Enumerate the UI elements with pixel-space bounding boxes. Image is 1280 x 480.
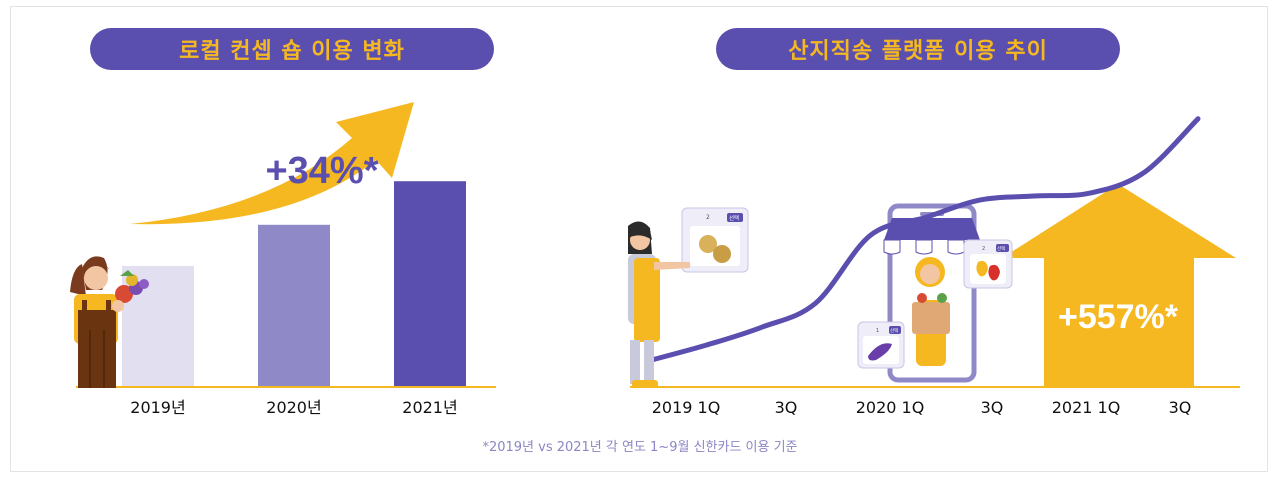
- bar: [394, 181, 466, 387]
- x-tick-label: 2020 1Q: [856, 398, 925, 417]
- bar-chart: 2019년 2020년 2021년 +34%*: [70, 102, 496, 417]
- bar-growth-annotation: +34%*: [265, 150, 378, 192]
- series-line: [649, 116, 1201, 363]
- growth-arrow-icon: [130, 102, 414, 225]
- card-qty: 2: [706, 214, 710, 221]
- woman-pointing-icon: [628, 221, 690, 388]
- potato-card-icon: 2 선택: [681, 207, 749, 273]
- smartphone-storefront-icon: [883, 203, 980, 383]
- eggplant-card-icon: 1 선택: [857, 321, 905, 369]
- card-select-btn: 선택: [890, 327, 898, 334]
- big-up-arrow-icon: [1002, 184, 1236, 388]
- woman-with-fruit-icon: [70, 256, 149, 388]
- left-panel-title: 로컬 컨셉 숍 이용 변화: [90, 28, 494, 70]
- x-tick-label: 2020년: [266, 398, 321, 417]
- x-tick-label: 3Q: [1169, 398, 1192, 417]
- right-panel-title: 산지직송 플랫폼 이용 추이: [716, 28, 1120, 70]
- x-tick-label: 2019 1Q: [652, 398, 721, 417]
- card-qty: 2: [982, 246, 985, 252]
- x-tick-label: 2019년: [130, 398, 185, 417]
- x-tick-label: 3Q: [981, 398, 1004, 417]
- x-tick-label: 2021년: [402, 398, 457, 417]
- line-growth-annotation: +557%*: [1058, 298, 1179, 336]
- card-select-btn: 선택: [729, 214, 739, 222]
- x-tick-label: 3Q: [775, 398, 798, 417]
- x-tick-label: 2021 1Q: [1052, 398, 1121, 417]
- card-select-btn: 선택: [997, 245, 1005, 252]
- line-chart: +557%* 2019 1Q 3Q 2020 1Q 3Q 2021 1Q 3Q: [628, 116, 1240, 417]
- bar: [258, 224, 330, 387]
- footnote: *2019년 vs 2021년 각 연도 1~9월 신한카드 이용 기준: [482, 440, 798, 455]
- pepper-card-icon: 2 선택: [963, 239, 1013, 289]
- card-qty: 1: [876, 328, 879, 334]
